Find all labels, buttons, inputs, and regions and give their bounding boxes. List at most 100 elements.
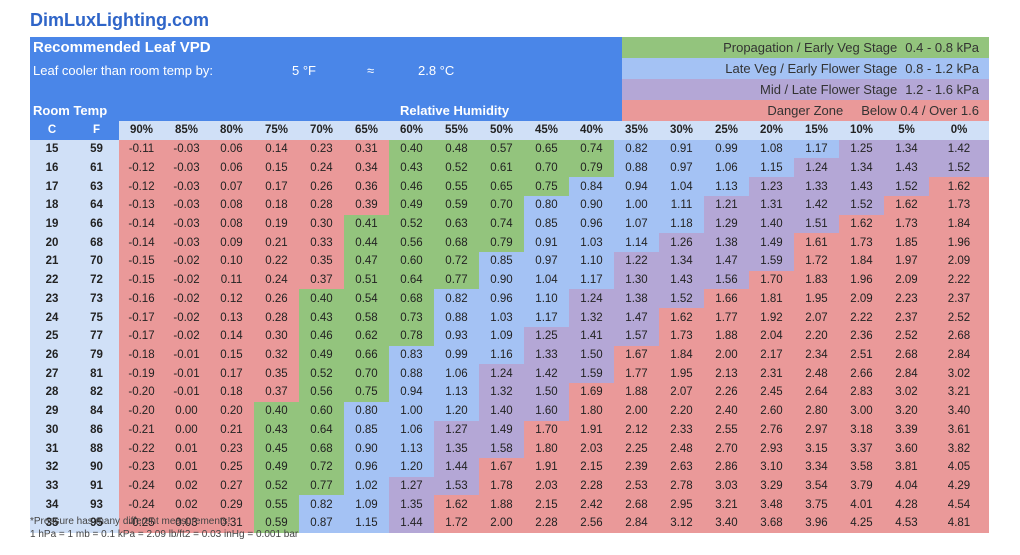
vpd-cell: 0.52 xyxy=(389,214,434,234)
room-temp-cell: 91 xyxy=(74,476,119,496)
humidity-column-header: 70% xyxy=(299,121,344,140)
vpd-cell: 1.84 xyxy=(839,252,884,271)
header-panel: Recommended Leaf VPD Leaf cooler than ro… xyxy=(30,37,622,121)
legend-label: Late Veg / Early Flower Stage xyxy=(725,61,898,76)
vpd-cell: -0.20 xyxy=(119,383,164,402)
vpd-cell: 1.18 xyxy=(659,214,704,234)
vpd-cell: 1.78 xyxy=(479,476,524,496)
vpd-cell: 1.95 xyxy=(794,289,839,309)
vpd-cell: -0.02 xyxy=(164,326,209,346)
vpd-cell: 2.60 xyxy=(749,401,794,421)
vpd-cell: 3.81 xyxy=(884,457,929,477)
vpd-cell: 0.72 xyxy=(434,252,479,271)
vpd-cell: 2.55 xyxy=(704,420,749,440)
vpd-cell: 0.49 xyxy=(389,195,434,215)
vpd-cell: 0.59 xyxy=(434,195,479,215)
vpd-cell: 1.20 xyxy=(434,401,479,421)
vpd-cell: 0.14 xyxy=(254,139,299,159)
vpd-cell: 2.17 xyxy=(749,345,794,365)
relative-humidity-label: Relative Humidity xyxy=(400,103,510,118)
vpd-cell: 1.06 xyxy=(389,420,434,440)
humidity-column-header: 80% xyxy=(209,121,254,140)
vpd-cell: 1.08 xyxy=(749,139,794,159)
vpd-cell: 1.53 xyxy=(434,476,479,496)
vpd-cell: 2.68 xyxy=(884,345,929,365)
vpd-cell: 0.00 xyxy=(164,420,209,440)
vpd-cell: 0.52 xyxy=(434,158,479,178)
vpd-cell: 0.11 xyxy=(209,270,254,290)
vpd-cell: 1.67 xyxy=(479,457,524,477)
vpd-cell: -0.22 xyxy=(119,439,164,458)
vpd-cell: 0.84 xyxy=(569,177,614,196)
vpd-cell: 0.06 xyxy=(209,158,254,178)
chart-title: Recommended Leaf VPD xyxy=(33,39,211,56)
room-temp-cell: 28 xyxy=(30,383,74,402)
vpd-cell: 3.15 xyxy=(794,439,839,458)
legend-label: Propagation / Early Veg Stage xyxy=(723,40,898,55)
vpd-cell: 1.97 xyxy=(884,252,929,271)
vpd-cell: 2.40 xyxy=(704,401,749,421)
vpd-cell: 0.99 xyxy=(704,139,749,159)
room-temp-cell: 70 xyxy=(74,252,119,271)
humidity-column-header: 45% xyxy=(524,121,569,140)
vpd-cell: 1.42 xyxy=(524,364,569,384)
vpd-cell: 0.44 xyxy=(344,233,389,253)
vpd-cell: 1.52 xyxy=(659,289,704,309)
vpd-cell: -0.13 xyxy=(119,195,164,215)
vpd-cell: 1.70 xyxy=(524,420,569,440)
vpd-cell: 0.72 xyxy=(299,457,344,477)
legend-range: 1.2 - 1.6 kPa xyxy=(905,82,979,97)
vpd-cell: 2.63 xyxy=(659,457,704,477)
room-temp-cell: 17 xyxy=(30,177,74,196)
vpd-cell: 0.07 xyxy=(209,177,254,196)
vpd-cell: 2.22 xyxy=(929,270,989,290)
vpd-cell: 2.09 xyxy=(884,270,929,290)
vpd-cell: 0.55 xyxy=(254,495,299,515)
vpd-cell: 2.95 xyxy=(659,495,704,515)
vpd-cell: 0.70 xyxy=(524,158,569,178)
vpd-cell: 1.24 xyxy=(569,289,614,309)
vpd-cell: 1.11 xyxy=(659,195,704,215)
vpd-cell: 0.08 xyxy=(209,195,254,215)
room-temp-cell: 95 xyxy=(74,514,119,533)
table-row: 18 64 -0.13 -0.03 0.08 0.18 0.28 0.39 0.49 0.59 0.… xyxy=(30,195,989,215)
table-row: 20 68 -0.14 -0.03 0.09 0.21 0.33 0.44 0.56 0.68 0.… xyxy=(30,233,989,253)
vpd-cell: 0.79 xyxy=(479,233,524,253)
vpd-cell: 0.48 xyxy=(434,139,479,159)
vpd-cell: 2.25 xyxy=(614,439,659,458)
room-temp-cell: 27 xyxy=(30,364,74,384)
vpd-cell: 1.70 xyxy=(749,270,794,290)
vpd-cell: 0.37 xyxy=(254,383,299,402)
vpd-cell: 0.74 xyxy=(569,139,614,159)
humidity-column-header: 55% xyxy=(434,121,479,140)
vpd-cell: 2.31 xyxy=(749,364,794,384)
vpd-cell: 0.31 xyxy=(209,514,254,533)
vpd-cell: 0.87 xyxy=(299,514,344,533)
vpd-cell: 1.32 xyxy=(479,383,524,402)
vpd-cell: 0.23 xyxy=(299,139,344,159)
vpd-cell: 0.15 xyxy=(209,345,254,365)
vpd-cell: 3.39 xyxy=(884,420,929,440)
vpd-cell: -0.14 xyxy=(119,214,164,234)
table-row: 35 95 -0.25 0.03 0.31 0.59 0.87 1.15 1.44 1.72 2.0… xyxy=(30,514,989,533)
vpd-cell: 4.81 xyxy=(929,514,989,533)
vpd-cell: 2.83 xyxy=(839,383,884,402)
vpd-cell: -0.03 xyxy=(164,214,209,234)
vpd-cell: 3.48 xyxy=(749,495,794,515)
vpd-cell: 2.45 xyxy=(749,383,794,402)
vpd-cell: 2.34 xyxy=(794,345,839,365)
vpd-cell: 1.40 xyxy=(479,401,524,421)
vpd-cell: 0.96 xyxy=(569,214,614,234)
vpd-cell: 1.09 xyxy=(479,326,524,346)
humidity-column-header: 25% xyxy=(704,121,749,140)
room-temp-cell: 34 xyxy=(30,495,74,515)
vpd-cell: 1.22 xyxy=(614,252,659,271)
vpd-cell: -0.12 xyxy=(119,177,164,196)
vpd-cell: 3.37 xyxy=(839,439,884,458)
vpd-cell: 2.86 xyxy=(704,457,749,477)
vpd-cell: -0.25 xyxy=(119,514,164,533)
vpd-cell: 0.73 xyxy=(389,308,434,327)
vpd-cell: 1.04 xyxy=(659,177,704,196)
vpd-cell: 0.39 xyxy=(344,195,389,215)
vpd-cell: 1.43 xyxy=(659,270,704,290)
